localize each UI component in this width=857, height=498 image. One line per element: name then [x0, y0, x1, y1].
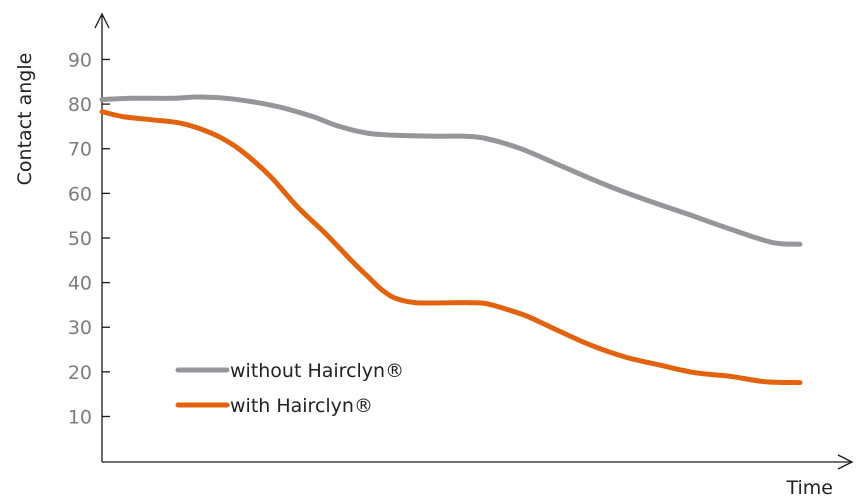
legend-item-with-hairclyn: with Hairclyn®: [175, 395, 373, 417]
y-axis-arrow: [94, 12, 110, 29]
plot-area: 10 20 30 40 50 60 70 80 90: [68, 12, 854, 470]
y-axis-title: Contact angle: [14, 53, 36, 186]
legend-label-without-hairclyn: without Hairclyn®: [230, 360, 404, 382]
y-tick-label-90: 90: [68, 49, 92, 71]
series-line-without-hairclyn: [99, 94, 803, 247]
y-tick-label-10: 10: [68, 406, 92, 428]
y-tick-label-70: 70: [68, 139, 92, 161]
series-group: [99, 94, 803, 386]
legend-label-with-hairclyn: with Hairclyn®: [230, 395, 373, 417]
legend: without Hairclyn® with Hairclyn®: [175, 360, 404, 417]
y-tick-label-40: 40: [68, 273, 92, 295]
y-ticks: 10 20 30 40 50 60 70 80 90: [68, 49, 110, 428]
legend-item-without-hairclyn: without Hairclyn®: [175, 360, 404, 382]
y-tick-label-60: 60: [68, 183, 92, 205]
x-axis-arrow: [837, 454, 854, 470]
y-tick-label-50: 50: [68, 228, 92, 250]
x-axis-title: Time: [786, 477, 834, 498]
y-tick-label-30: 30: [68, 317, 92, 339]
y-tick-label-20: 20: [68, 362, 92, 384]
y-tick-label-80: 80: [68, 94, 92, 116]
series-line-with-hairclyn: [99, 109, 803, 386]
